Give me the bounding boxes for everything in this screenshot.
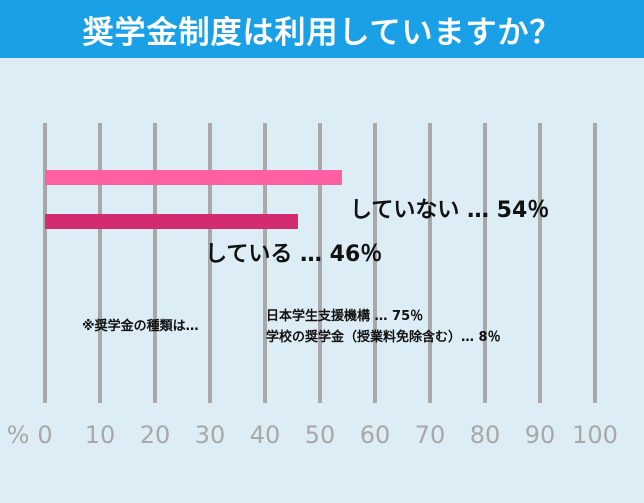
note-title: ※奨学金の種類は…: [82, 319, 199, 334]
x-tick-label-70: 70: [415, 421, 446, 449]
bar-label-using: している … 46％: [205, 242, 383, 267]
x-axis-unit-label: %: [7, 421, 30, 449]
x-tick-label-0: 0: [37, 421, 52, 449]
bar-chart: 0 10 20 30 40 50 60 70 80 90 100%: [7, 123, 618, 449]
bar-label-not-using: していない … 54％: [350, 198, 550, 223]
x-tick-label-10: 10: [85, 421, 116, 449]
x-tick-label-20: 20: [140, 421, 171, 449]
x-tick-label-50: 50: [305, 421, 336, 449]
x-tick-label-90: 90: [525, 421, 556, 449]
note-line-school: 学校の奨学金（授業料免除含む）… 8％: [266, 330, 501, 345]
x-tick-label-80: 80: [470, 421, 501, 449]
x-tick-label-60: 60: [360, 421, 391, 449]
x-tick-label-40: 40: [250, 421, 281, 449]
bar-not-using: [45, 170, 342, 185]
note-line-jasso: 日本学生支援機構 … 75％: [266, 309, 424, 324]
x-tick-label-100: 100: [572, 421, 618, 449]
bar-using: [45, 214, 298, 229]
title-banner: 奨学金制度は利用していますか？: [0, 0, 644, 58]
page-title: 奨学金制度は利用していますか？: [82, 14, 562, 51]
x-tick-label-30: 30: [195, 421, 226, 449]
